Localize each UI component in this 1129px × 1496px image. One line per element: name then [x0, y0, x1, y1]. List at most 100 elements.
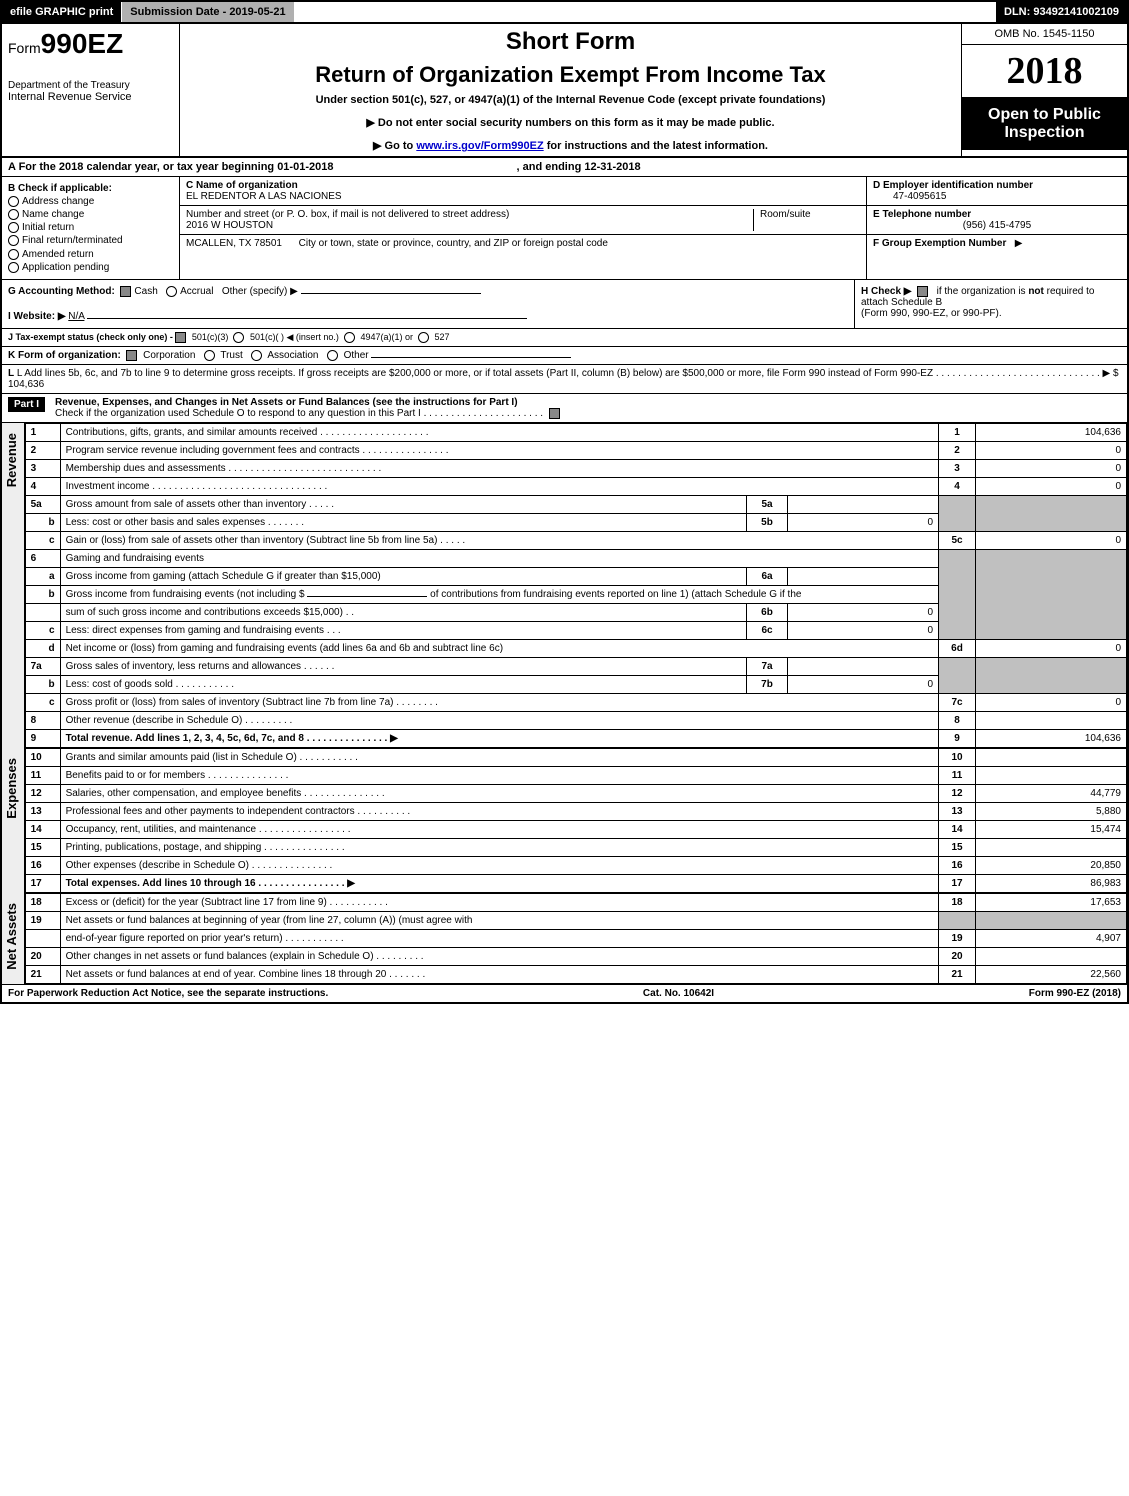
check-initial-return: Initial return — [22, 222, 74, 233]
goto-link[interactable]: www.irs.gov/Form990EZ — [416, 140, 543, 152]
checkbox-527[interactable] — [418, 332, 429, 343]
form-number: Form990EZ — [8, 28, 173, 60]
return-title: Return of Organization Exempt From Incom… — [188, 62, 953, 88]
checkbox-4947[interactable] — [344, 332, 355, 343]
do-not-enter: ▶ Do not enter social security numbers o… — [188, 116, 953, 129]
checkbox-initial-return[interactable] — [8, 222, 19, 233]
l11-desc: Benefits paid to or for members . . . . … — [60, 767, 938, 785]
section-a-label: A For the 2018 calendar year, or tax yea… — [8, 161, 333, 173]
l9-amt: 104,636 — [976, 730, 1127, 748]
l5a-mid: 5a — [747, 496, 788, 514]
l2-num: 2 — [25, 442, 60, 460]
l14-desc: Occupancy, rent, utilities, and maintena… — [60, 821, 938, 839]
l6a-num: a — [25, 568, 60, 586]
l17-desc: Total expenses. Add lines 10 through 16 … — [60, 875, 938, 893]
website-line — [87, 318, 527, 319]
l18-num: 18 — [25, 894, 60, 912]
section-e: E Telephone number (956) 415-4795 — [867, 206, 1127, 235]
section-h: H Check ▶ if the organization is not req… — [854, 280, 1127, 328]
g-other-input[interactable] — [301, 293, 481, 294]
checkbox-schedule-b[interactable] — [917, 286, 928, 297]
form-container: efile GRAPHIC print Submission Date - 20… — [0, 0, 1129, 1004]
line-11: 11 Benefits paid to or for members . . .… — [25, 767, 1126, 785]
line-16: 16 Other expenses (describe in Schedule … — [25, 857, 1126, 875]
l7a-midamt — [788, 658, 939, 676]
line-3: 3 Membership dues and assessments . . . … — [25, 460, 1126, 478]
l8-num: 8 — [25, 712, 60, 730]
l4-num: 4 — [25, 478, 60, 496]
checkbox-association[interactable] — [251, 350, 262, 361]
l19-blank — [25, 930, 60, 948]
checkbox-other-org[interactable] — [327, 350, 338, 361]
l3-num: 3 — [25, 460, 60, 478]
l9-desc-b: Total revenue. Add lines 1, 2, 3, 4, 5c,… — [66, 733, 398, 744]
efile-print-button[interactable]: efile GRAPHIC print — [2, 2, 122, 22]
netassets-side-label: Net Assets — [2, 893, 25, 984]
l19-greybox — [939, 912, 976, 930]
l6d-box: 6d — [939, 640, 976, 658]
g-label: G Accounting Method: — [8, 286, 115, 297]
section-g-i: G Accounting Method: Cash Accrual Other … — [2, 280, 854, 328]
checkbox-address-change[interactable] — [8, 196, 19, 207]
l19-amt: 4,907 — [976, 930, 1127, 948]
checkbox-corporation[interactable] — [126, 350, 137, 361]
submission-date-label: Submission Date - 2019-05-21 — [122, 2, 293, 22]
section-i: I Website: ▶ N/A — [8, 311, 848, 322]
city-state-value: MCALLEN, TX 78501 — [186, 238, 282, 249]
l8-amt — [976, 712, 1127, 730]
checkbox-name-change[interactable] — [8, 209, 19, 220]
l6b-blank[interactable] — [307, 596, 427, 597]
section-d: D Employer identification number 47-4095… — [867, 177, 1127, 206]
section-l: L L Add lines 5b, 6c, and 7b to line 9 t… — [2, 365, 1127, 394]
l17-num: 17 — [25, 875, 60, 893]
l7a-mid: 7a — [747, 658, 788, 676]
l1-amt: 104,636 — [976, 424, 1127, 442]
l1-box: 1 — [939, 424, 976, 442]
header-center: Short Form Return of Organization Exempt… — [180, 24, 961, 156]
checkbox-accrual[interactable] — [166, 286, 177, 297]
checkbox-501c[interactable] — [233, 332, 244, 343]
l-text: L Add lines 5b, 6c, and 7b to line 9 to … — [8, 368, 1119, 390]
checkbox-501c3[interactable] — [175, 332, 186, 343]
goto-suffix: for instructions and the latest informat… — [544, 140, 768, 152]
section-def: D Employer identification number 47-4095… — [866, 177, 1127, 279]
i-label: I Website: ▶ — [8, 311, 66, 322]
l7b-desc: Less: cost of goods sold . . . . . . . .… — [60, 676, 746, 694]
short-form-title: Short Form — [188, 28, 953, 56]
expenses-table: 10 Grants and similar amounts paid (list… — [25, 748, 1127, 893]
l6-num: 6 — [25, 550, 60, 568]
checkbox-cash[interactable] — [120, 286, 131, 297]
h-text3: (Form 990, 990-EZ, or 990-PF). — [861, 308, 1002, 319]
l20-desc: Other changes in net assets or fund bala… — [60, 948, 938, 966]
checkbox-trust[interactable] — [204, 350, 215, 361]
checkbox-amended-return[interactable] — [8, 249, 19, 260]
checkbox-schedule-o[interactable] — [549, 408, 560, 419]
l21-num: 21 — [25, 966, 60, 984]
l5b-mid: 5b — [747, 514, 788, 532]
under-section: Under section 501(c), 527, or 4947(a)(1)… — [188, 94, 953, 106]
g-other: Other (specify) ▶ — [222, 286, 298, 297]
line-5a: 5a Gross amount from sale of assets othe… — [25, 496, 1126, 514]
k-label: K Form of organization: — [8, 350, 121, 361]
l7c-num: c — [25, 694, 60, 712]
l11-num: 11 — [25, 767, 60, 785]
line-4: 4 Investment income . . . . . . . . . . … — [25, 478, 1126, 496]
j-text: J Tax-exempt status (check only one) - — [8, 332, 175, 342]
l7b-midamt: 0 — [788, 676, 939, 694]
l19-box: 19 — [939, 930, 976, 948]
goto-prefix: ▶ Go to — [373, 140, 416, 152]
checkbox-application-pending[interactable] — [8, 262, 19, 273]
l10-num: 10 — [25, 749, 60, 767]
checkbox-final-return[interactable] — [8, 235, 19, 246]
line-13: 13 Professional fees and other payments … — [25, 803, 1126, 821]
part1-badge: Part I — [8, 397, 45, 412]
k-corp: Corporation — [143, 350, 195, 361]
netassets-section: Net Assets 18 Excess or (deficit) for th… — [2, 893, 1127, 984]
phone-value: (956) 415-4795 — [873, 220, 1121, 231]
section-f: F Group Exemption Number ▶ — [867, 235, 1127, 252]
section-b-title: B Check if applicable: — [8, 183, 112, 194]
check-address-change: Address change — [22, 196, 94, 207]
l15-box: 15 — [939, 839, 976, 857]
l2-box: 2 — [939, 442, 976, 460]
l7ab-greyamt — [976, 658, 1127, 694]
